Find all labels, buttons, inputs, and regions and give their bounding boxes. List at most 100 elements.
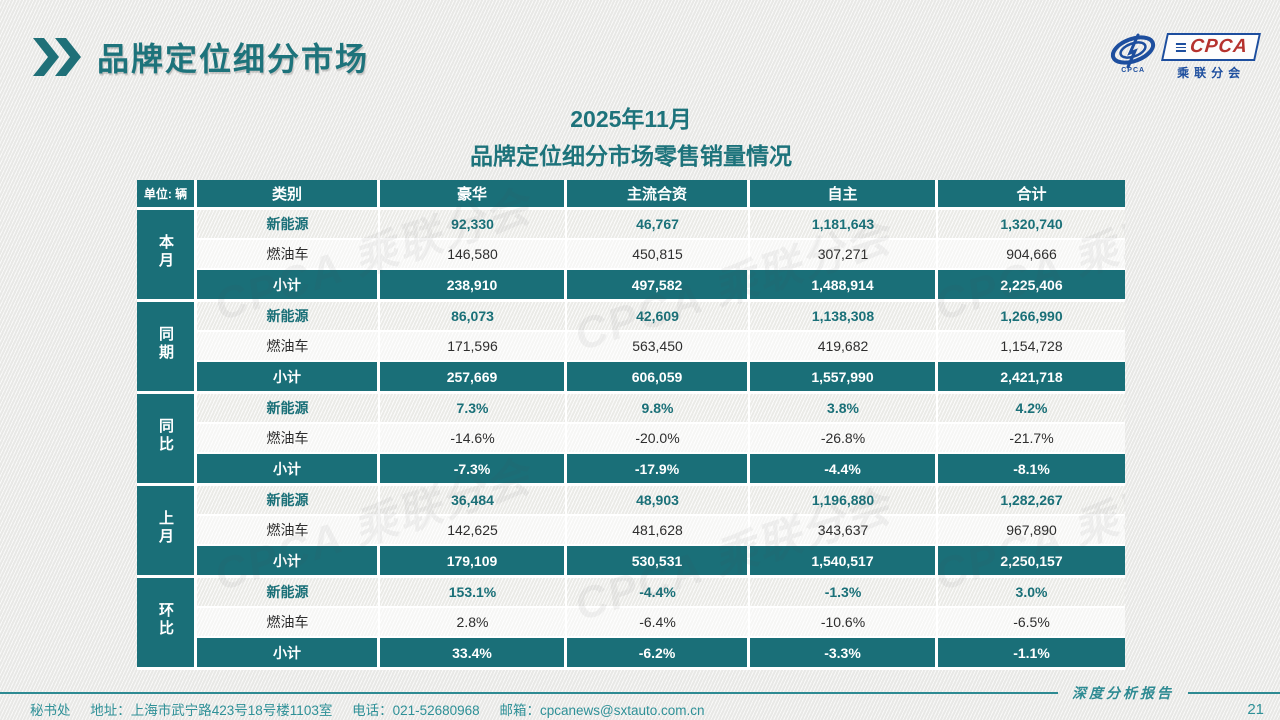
- row-group-label: 本月: [137, 210, 197, 302]
- cpca-logo: CPCA CPCA 乘联分会: [1108, 33, 1261, 81]
- column-header-luxury: 豪华: [380, 180, 567, 210]
- value-cell: 46,767: [567, 210, 750, 240]
- table-row-group3-ice: 燃油车 142,625 481,628 343,637 967,890: [137, 516, 1125, 546]
- table-row-group4-subtotal: 小计 33.4% -6.2% -3.3% -1.1%: [137, 638, 1125, 670]
- value-cell: 307,271: [750, 240, 938, 270]
- footer-phone: 电话：021-52680968: [352, 703, 480, 718]
- row-group-label-text: 上月: [157, 510, 174, 546]
- value-cell: 238,910: [380, 270, 567, 302]
- value-cell: 343,637: [750, 516, 938, 546]
- value-cell: 606,059: [567, 362, 750, 394]
- row-group-label: 同比: [137, 394, 197, 486]
- cpca-logo-box: CPCA: [1161, 33, 1261, 61]
- value-cell: -4.4%: [567, 578, 750, 608]
- value-cell: 257,669: [380, 362, 567, 394]
- page-title: 品牌定位细分市场: [97, 41, 370, 77]
- category-cell: 燃油车: [197, 332, 380, 362]
- divider-line: [0, 692, 1058, 694]
- value-cell: 171,596: [380, 332, 567, 362]
- category-cell: 新能源: [197, 486, 380, 516]
- table-row-group2-subtotal: 小计 -7.3% -17.9% -4.4% -8.1%: [137, 454, 1125, 486]
- table-row-group3-subtotal: 小计 179,109 530,531 1,540,517 2,250,157: [137, 546, 1125, 578]
- value-cell: -20.0%: [567, 424, 750, 454]
- value-cell: 1,138,308: [750, 302, 938, 332]
- row-group-label: 同期: [137, 302, 197, 394]
- footer-dept: 秘书处: [30, 703, 71, 718]
- category-cell: 燃油车: [197, 608, 380, 638]
- value-cell: 1,266,990: [938, 302, 1125, 332]
- cpca-logo-text: CPCA 乘联分会: [1161, 33, 1261, 81]
- divider-line: [1188, 692, 1280, 694]
- unit-header-cell: 单位: 辆: [137, 180, 197, 210]
- footer-email: 邮箱：cpcanews@sxtauto.com.cn: [499, 703, 705, 718]
- category-cell: 小计: [197, 638, 380, 670]
- row-group-label-text: 本月: [157, 234, 174, 270]
- page-number: 21: [1247, 700, 1264, 718]
- value-cell: 1,540,517: [750, 546, 938, 578]
- value-cell: 450,815: [567, 240, 750, 270]
- value-cell: 92,330: [380, 210, 567, 240]
- value-cell: -14.6%: [380, 424, 567, 454]
- value-cell: -6.4%: [567, 608, 750, 638]
- speedlines-icon: [1176, 42, 1187, 52]
- category-cell: 小计: [197, 454, 380, 486]
- value-cell: 1,320,740: [938, 210, 1125, 240]
- row-group-label-text: 同期: [157, 326, 174, 362]
- value-cell: 497,582: [567, 270, 750, 302]
- value-cell: -1.1%: [938, 638, 1125, 670]
- value-cell: 2,250,157: [938, 546, 1125, 578]
- value-cell: 563,450: [567, 332, 750, 362]
- value-cell: 967,890: [938, 516, 1125, 546]
- row-group-label: 上月: [137, 486, 197, 578]
- category-cell: 新能源: [197, 210, 380, 240]
- value-cell: 142,625: [380, 516, 567, 546]
- value-cell: 1,154,728: [938, 332, 1125, 362]
- value-cell: -7.3%: [380, 454, 567, 486]
- value-cell: -26.8%: [750, 424, 938, 454]
- value-cell: 4.2%: [938, 394, 1125, 424]
- value-cell: 1,557,990: [750, 362, 938, 394]
- column-header-category: 类别: [197, 180, 380, 210]
- category-cell: 燃油车: [197, 516, 380, 546]
- table-row-group1-subtotal: 小计 257,669 606,059 1,557,990 2,421,718: [137, 362, 1125, 394]
- table-row-group0-nev: 本月 新能源 92,330 46,767 1,181,643 1,320,740: [137, 210, 1125, 302]
- column-header-mainstream-jv: 主流合资: [567, 180, 750, 210]
- cpca-swoosh-icon: [1111, 33, 1156, 69]
- value-cell: -21.7%: [938, 424, 1125, 454]
- table-title: 2025年11月 品牌定位细分市场零售销量情况: [137, 100, 1125, 171]
- value-cell: 48,903: [567, 486, 750, 516]
- value-cell: 179,109: [380, 546, 567, 578]
- value-cell: -1.3%: [750, 578, 938, 608]
- value-cell: -6.5%: [938, 608, 1125, 638]
- value-cell: -8.1%: [938, 454, 1125, 486]
- value-cell: 2,225,406: [938, 270, 1125, 302]
- cpca-logo-acronym: CPCA: [1189, 36, 1250, 57]
- report-divider: 深度分析报告: [0, 684, 1280, 702]
- table-row-group0-ice: 燃油车 146,580 450,815 307,271 904,666: [137, 240, 1125, 270]
- value-cell: 7.3%: [380, 394, 567, 424]
- table-row-group2-ice: 燃油车 -14.6% -20.0% -26.8% -21.7%: [137, 424, 1125, 454]
- row-group-label-text: 同比: [157, 418, 174, 454]
- column-header-total: 合计: [938, 180, 1125, 210]
- footer: 秘书处 地址：上海市武宁路423号18号楼1103室 电话：021-526809…: [30, 699, 1264, 719]
- category-cell: 燃油车: [197, 424, 380, 454]
- category-cell: 新能源: [197, 394, 380, 424]
- category-cell: 小计: [197, 270, 380, 302]
- cpca-logo-mark: CPCA: [1108, 33, 1158, 74]
- cpca-logo-caption: CPCA: [1121, 67, 1146, 74]
- header: 品牌定位细分市场: [33, 34, 369, 80]
- value-cell: 1,196,880: [750, 486, 938, 516]
- value-cell: 419,682: [750, 332, 938, 362]
- value-cell: 2.8%: [380, 608, 567, 638]
- sales-table-container: 单位: 辆 类别 豪华 主流合资 自主 合计 本月 新能源 92,330 46,767…: [137, 180, 1125, 670]
- table-row-group1-ice: 燃油车 171,596 563,450 419,682 1,154,728: [137, 332, 1125, 362]
- value-cell: 33.4%: [380, 638, 567, 670]
- value-cell: -17.9%: [567, 454, 750, 486]
- table-row-group0-subtotal: 小计 238,910 497,582 1,488,914 2,225,406: [137, 270, 1125, 302]
- table-header-row: 单位: 辆 类别 豪华 主流合资 自主 合计: [137, 180, 1125, 210]
- category-cell: 小计: [197, 362, 380, 394]
- category-cell: 燃油车: [197, 240, 380, 270]
- table-title-period: 2025年11月: [570, 106, 692, 132]
- value-cell: 2,421,718: [938, 362, 1125, 394]
